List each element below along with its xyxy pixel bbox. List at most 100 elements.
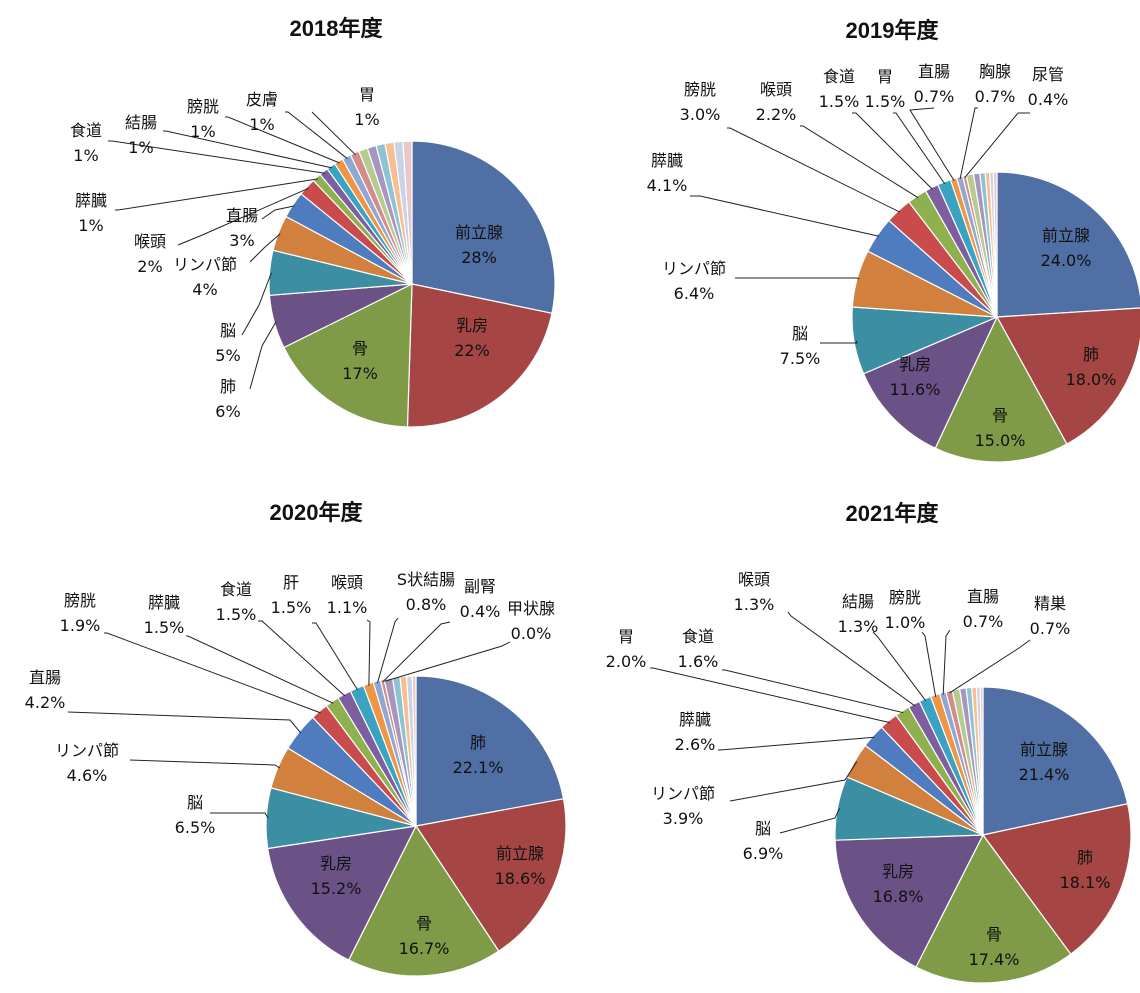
slice-label: 直腸 xyxy=(967,587,999,606)
slice-percent: 0.7% xyxy=(975,87,1016,106)
leader-line xyxy=(285,111,348,160)
slice-percent: 1.1% xyxy=(327,598,368,617)
leader-line xyxy=(67,711,302,734)
slice-label: 喉頭 xyxy=(331,573,363,592)
slice-label: 脳 xyxy=(220,321,236,340)
slice-percent: 1% xyxy=(128,138,153,157)
slice-percent: 6.5% xyxy=(175,818,216,837)
leader-line xyxy=(820,340,858,344)
slice-percent: 5% xyxy=(215,346,240,365)
slice-percent: 1.5% xyxy=(216,605,257,624)
slice-percent: 22.1% xyxy=(453,758,504,777)
pie-slice-乳房 xyxy=(862,315,999,449)
leader-line xyxy=(921,631,937,697)
pie-slice-前立腺 xyxy=(414,798,567,952)
slice-percent: 0.0% xyxy=(511,624,552,643)
slice-label: 膀胱 xyxy=(889,588,921,607)
slice-percent: 24.0% xyxy=(1041,251,1092,270)
slice-label: 肺 xyxy=(470,733,486,752)
slice-label: 直腸 xyxy=(226,206,258,225)
slice-label: 骨 xyxy=(986,925,1002,944)
leader-line xyxy=(650,667,891,724)
slice-percent: 1% xyxy=(78,216,103,235)
slice-label: リンパ節 xyxy=(173,255,237,274)
slice-label: 胃 xyxy=(618,627,634,646)
slice-label: 甲状腺 xyxy=(507,599,555,618)
slice-label: 膀胱 xyxy=(684,80,716,99)
slice-percent: 1.3% xyxy=(838,617,879,636)
slice-label: 肺 xyxy=(220,377,236,396)
slice-percent: 2.0% xyxy=(606,652,647,671)
slice-label: 皮膚 xyxy=(246,90,278,109)
leader-line xyxy=(249,233,281,263)
leader-line xyxy=(104,632,321,714)
leader-line xyxy=(964,112,1030,178)
slice-percent: 0.7% xyxy=(1030,619,1071,638)
slice-label: リンパ節 xyxy=(651,784,715,803)
slice-percent: 2.2% xyxy=(756,105,797,124)
chart-title: 2021年度 xyxy=(846,501,940,526)
slice-label: 喉頭 xyxy=(134,232,166,251)
leader-line xyxy=(893,112,946,185)
slice-label: 肺 xyxy=(1083,345,1099,364)
slice-percent: 1% xyxy=(354,110,379,129)
slice-label: 前立腺 xyxy=(496,844,544,863)
slice-label: 乳房 xyxy=(882,862,914,881)
slice-label: 膵臓 xyxy=(651,151,683,170)
slice-percent: 1.5% xyxy=(144,618,185,637)
slice-percent: 16.8% xyxy=(873,887,924,906)
pie-slice-19 xyxy=(992,171,998,318)
slice-percent: 7.5% xyxy=(780,349,821,368)
pie-slice-骨 xyxy=(915,833,1072,984)
leader-line xyxy=(735,277,860,280)
slice-label: 直腸 xyxy=(918,62,950,81)
leader-line xyxy=(690,195,880,237)
leader-line xyxy=(311,111,356,156)
slice-label: 食道 xyxy=(70,121,102,140)
leader-line xyxy=(258,620,346,697)
slice-label: リンパ節 xyxy=(55,741,119,760)
slice-percent: 1.5% xyxy=(271,598,312,617)
slice-label: 骨 xyxy=(416,914,432,933)
slice-percent: 0.7% xyxy=(963,612,1004,631)
slice-percent: 4.6% xyxy=(67,766,108,785)
leader-line xyxy=(942,629,951,695)
leader-line xyxy=(718,736,875,751)
leader-line xyxy=(225,116,340,164)
chart-title: 2019年度 xyxy=(846,18,940,43)
slice-label: 肺 xyxy=(1077,848,1093,867)
slice-percent: 1% xyxy=(249,115,274,134)
leader-line xyxy=(722,669,904,714)
pie-slice-19 xyxy=(402,140,413,285)
slice-label: 骨 xyxy=(992,406,1008,425)
slice-percent: 11.6% xyxy=(890,380,941,399)
slice-label: 食道 xyxy=(823,67,855,86)
slice-percent: 6.9% xyxy=(743,844,784,863)
slice-percent: 3.0% xyxy=(680,105,721,124)
slice-percent: 1.5% xyxy=(819,92,860,111)
leader-line xyxy=(779,808,840,834)
slice-label: 膵臓 xyxy=(679,710,711,729)
slice-percent: 18.1% xyxy=(1060,873,1111,892)
leader-line xyxy=(366,619,371,686)
leader-line xyxy=(382,621,451,683)
pie-slice-乳房 xyxy=(406,283,553,428)
leader-line xyxy=(376,617,399,684)
slice-percent: 1.3% xyxy=(734,595,775,614)
pie-slice-肺 xyxy=(996,307,1140,445)
leader-line xyxy=(241,272,272,336)
pie-slice-肺 xyxy=(415,675,565,827)
slice-label: 乳房 xyxy=(320,854,352,873)
leader-line xyxy=(115,178,319,211)
slice-percent: 18.6% xyxy=(495,869,546,888)
slice-percent: 3.9% xyxy=(663,809,704,828)
leader-line xyxy=(384,641,511,682)
slice-percent: 15.0% xyxy=(975,431,1026,450)
leader-line xyxy=(163,130,333,169)
slice-percent: 1.6% xyxy=(678,652,719,671)
slice-label: 乳房 xyxy=(456,316,488,335)
leader-line xyxy=(129,759,281,769)
leader-line xyxy=(312,622,359,691)
slice-label: 膀胱 xyxy=(64,591,96,610)
